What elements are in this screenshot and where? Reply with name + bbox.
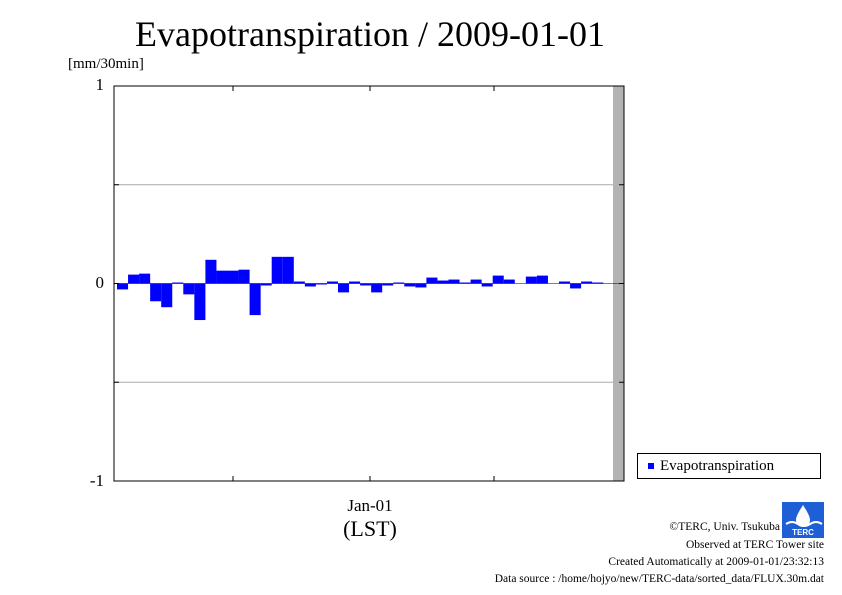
bar: [315, 283, 327, 285]
bar: [282, 256, 294, 284]
y-tick-label-zero: 0: [95, 273, 105, 292]
bar: [426, 277, 438, 284]
bar: [128, 274, 140, 284]
bar: [139, 273, 151, 284]
bar: [172, 282, 184, 284]
bar: [293, 281, 305, 284]
chart-title: Evapotranspiration / 2009-01-01: [135, 14, 605, 54]
footer-created: Created Automatically at 2009-01-01/23:3…: [608, 556, 824, 568]
bar: [404, 283, 416, 287]
bar: [249, 283, 261, 316]
bar: [360, 283, 372, 286]
bar: [304, 283, 316, 287]
bar: [481, 283, 493, 287]
x-tick-label: Jan-01: [347, 496, 393, 515]
bars-group: [117, 256, 604, 321]
bar: [492, 275, 504, 284]
y-axis-unit-label: [mm/30min]: [68, 56, 144, 72]
bar: [415, 283, 427, 288]
bar: [459, 282, 471, 284]
bar: [338, 283, 350, 293]
bar: [536, 275, 548, 284]
bar: [581, 281, 593, 284]
logo-text: TERC: [792, 528, 814, 537]
bar: [349, 281, 361, 284]
bar: [559, 281, 571, 284]
bar: [238, 269, 250, 284]
footer-observed: Observed at TERC Tower site: [685, 539, 824, 551]
bar: [448, 279, 460, 284]
x-axis-label: (LST): [343, 516, 397, 541]
terc-logo: TERC: [782, 502, 824, 538]
footer-source: Data source : /home/hojyo/new/TERC-data/…: [494, 573, 824, 585]
bar: [437, 280, 449, 284]
bar: [205, 259, 217, 284]
footer-copyright: ©TERC, Univ. Tsukuba: [669, 521, 780, 533]
bar: [150, 283, 162, 302]
y-tick-label-top: 1: [95, 75, 105, 94]
bar: [161, 283, 173, 308]
bar: [382, 283, 394, 286]
legend-swatch: [648, 462, 654, 469]
bar: [216, 270, 228, 284]
bar: [183, 283, 195, 295]
bar: [592, 282, 604, 284]
axis-ticks: [114, 85, 624, 482]
bar: [117, 283, 129, 290]
bar: [525, 276, 537, 284]
bar: [503, 279, 515, 284]
bar: [570, 283, 582, 289]
y-tick-label-bottom: -1: [89, 471, 104, 490]
bar: [271, 256, 283, 284]
grid-lines: [114, 184, 624, 383]
bar: [371, 283, 383, 293]
legend: Evapotranspiration: [637, 453, 821, 479]
bar: [227, 270, 239, 284]
legend-label: Evapotranspiration: [660, 458, 775, 474]
bar: [194, 283, 206, 321]
bar: [470, 279, 482, 284]
bar: [326, 281, 338, 284]
bar: [393, 282, 405, 284]
bar: [260, 283, 272, 286]
